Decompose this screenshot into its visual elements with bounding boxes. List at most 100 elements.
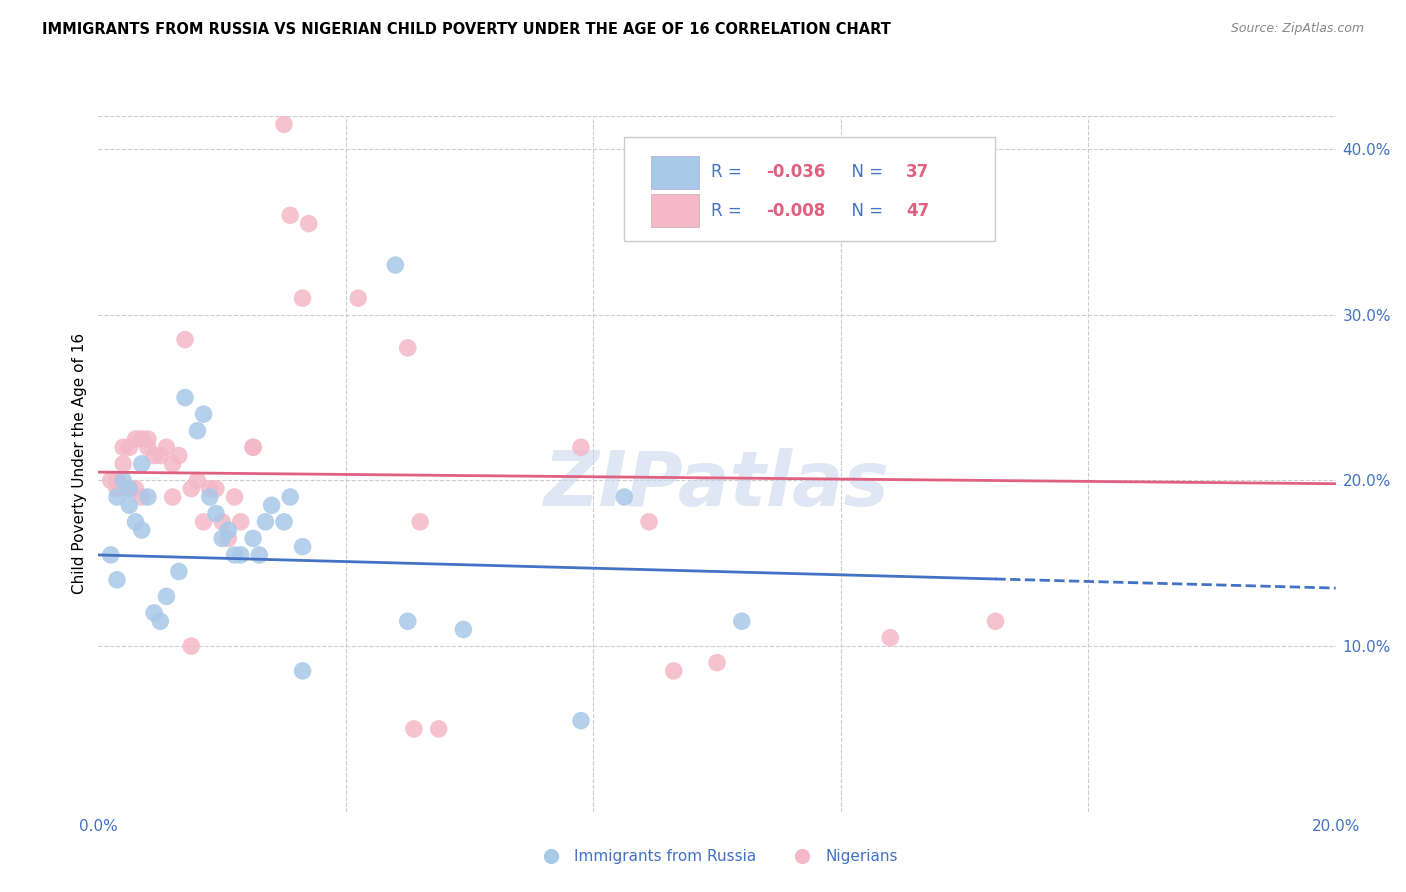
Point [112, 457, 135, 471]
Point [149, 614, 172, 628]
Point [180, 639, 202, 653]
Point [396, 341, 419, 355]
Point [174, 391, 197, 405]
Point [242, 440, 264, 454]
Text: -0.036: -0.036 [766, 163, 825, 181]
FancyBboxPatch shape [624, 136, 995, 241]
Point [186, 424, 208, 438]
Point [224, 490, 246, 504]
Point [706, 656, 728, 670]
Point [731, 614, 754, 628]
Point [217, 532, 239, 546]
Text: 37: 37 [907, 163, 929, 181]
Point [118, 482, 141, 496]
Point [167, 449, 190, 463]
Point [136, 440, 159, 454]
Point [193, 407, 215, 421]
Point [149, 449, 172, 463]
Point [105, 573, 128, 587]
Point [100, 548, 122, 562]
Point [131, 432, 153, 446]
Text: R =: R = [711, 202, 747, 219]
Point [167, 565, 190, 579]
Point [198, 490, 221, 504]
Point [569, 714, 592, 728]
Point [186, 474, 208, 488]
Text: N =: N = [841, 163, 889, 181]
Point [155, 440, 177, 454]
Point [291, 540, 314, 554]
Text: -0.008: -0.008 [766, 202, 825, 219]
Y-axis label: Child Poverty Under the Age of 16: Child Poverty Under the Age of 16 [72, 334, 87, 594]
Point [229, 515, 252, 529]
Point [100, 474, 122, 488]
Legend: Immigrants from Russia, Nigerians: Immigrants from Russia, Nigerians [530, 843, 904, 871]
Point [384, 258, 406, 272]
Point [638, 515, 661, 529]
Point [162, 457, 184, 471]
Point [224, 548, 246, 562]
Point [278, 490, 301, 504]
Point [105, 474, 128, 488]
Point [131, 490, 153, 504]
Text: 47: 47 [907, 202, 929, 219]
Point [569, 440, 592, 454]
Point [162, 490, 184, 504]
Point [217, 523, 239, 537]
Point [174, 333, 197, 347]
Point [229, 548, 252, 562]
Point [409, 515, 432, 529]
Point [291, 291, 314, 305]
Point [879, 631, 901, 645]
Point [136, 490, 159, 504]
FancyBboxPatch shape [651, 194, 699, 227]
Point [105, 482, 128, 496]
Point [131, 523, 153, 537]
Point [298, 217, 321, 231]
Point [662, 664, 685, 678]
Point [118, 498, 141, 512]
Point [205, 507, 228, 521]
Point [260, 498, 283, 512]
Point [242, 532, 264, 546]
Point [613, 490, 636, 504]
Point [427, 722, 450, 736]
Point [211, 515, 233, 529]
Point [105, 490, 128, 504]
Point [136, 432, 159, 446]
Point [242, 440, 264, 454]
Point [211, 532, 233, 546]
Point [131, 457, 153, 471]
Point [402, 722, 425, 736]
Point [273, 515, 295, 529]
Point [118, 440, 141, 454]
Text: N =: N = [841, 202, 889, 219]
Point [124, 432, 146, 446]
FancyBboxPatch shape [651, 155, 699, 189]
Point [984, 614, 1007, 628]
Text: R =: R = [711, 163, 747, 181]
Point [205, 482, 228, 496]
Point [247, 548, 270, 562]
Point [198, 482, 221, 496]
Point [180, 482, 202, 496]
Point [143, 449, 166, 463]
Text: IMMIGRANTS FROM RUSSIA VS NIGERIAN CHILD POVERTY UNDER THE AGE OF 16 CORRELATION: IMMIGRANTS FROM RUSSIA VS NIGERIAN CHILD… [42, 22, 891, 37]
Point [278, 208, 301, 222]
Point [347, 291, 370, 305]
Point [155, 590, 177, 604]
Point [291, 664, 314, 678]
Text: Source: ZipAtlas.com: Source: ZipAtlas.com [1230, 22, 1364, 36]
Text: ZIPatlas: ZIPatlas [544, 448, 890, 522]
Point [124, 515, 146, 529]
Point [273, 117, 295, 131]
Point [193, 515, 215, 529]
Point [112, 440, 135, 454]
Point [124, 482, 146, 496]
Point [396, 614, 419, 628]
Point [254, 515, 277, 529]
Point [118, 482, 141, 496]
Point [143, 606, 166, 620]
Point [453, 623, 475, 637]
Point [112, 474, 135, 488]
